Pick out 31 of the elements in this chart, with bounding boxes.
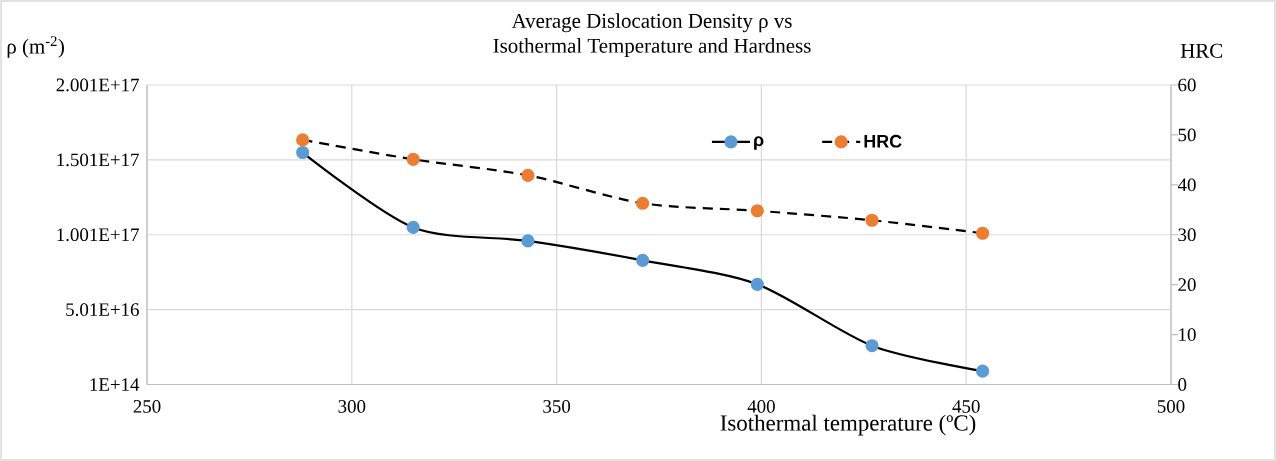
x-axis-title: Isothermal temperature (ºC): [720, 414, 976, 436]
point: [636, 196, 650, 210]
y-tick-label: 5.01E+16: [66, 303, 139, 317]
y2-tick-label: 30: [1178, 228, 1196, 242]
y2-tick-label: 40: [1177, 178, 1196, 192]
y-tick-label: 2.001E+17: [56, 78, 139, 92]
x-tick-label: 250: [133, 400, 161, 413]
x-tick-label: 400: [747, 400, 775, 413]
point: [750, 204, 764, 218]
point: [296, 133, 310, 147]
point: [521, 168, 535, 182]
chart-title: Average Dislocation Density ρ vs Isothermal Temperature and Hardness: [493, 13, 811, 58]
y2-axis-title: HRC: [1180, 43, 1223, 58]
point: [865, 213, 879, 227]
x-tick-label: 350: [543, 400, 571, 413]
y-axis-title: ρ (m$^{-2}$): [7, 36, 64, 58]
y2-tick-label: 10: [1179, 328, 1196, 341]
y-tick-label: 1.001E+17: [57, 228, 139, 242]
y-tick-label: 1.501E+17: [57, 153, 139, 167]
point: [976, 226, 990, 240]
legend-label: ρ: [754, 136, 764, 150]
y2-tick-label: 0: [1178, 378, 1187, 391]
x-tick-label: 450: [952, 400, 980, 413]
legend-label: HRC: [864, 134, 902, 148]
x-tick-label: 500: [1157, 400, 1185, 413]
y2-tick-label: 60: [1178, 78, 1196, 92]
x-tick-label: 300: [338, 400, 366, 413]
y2-tick-label: 20: [1178, 278, 1196, 292]
y2-tick-label: 50: [1178, 128, 1196, 142]
y-tick-label: 1E+14: [90, 378, 140, 391]
point: [406, 152, 420, 166]
